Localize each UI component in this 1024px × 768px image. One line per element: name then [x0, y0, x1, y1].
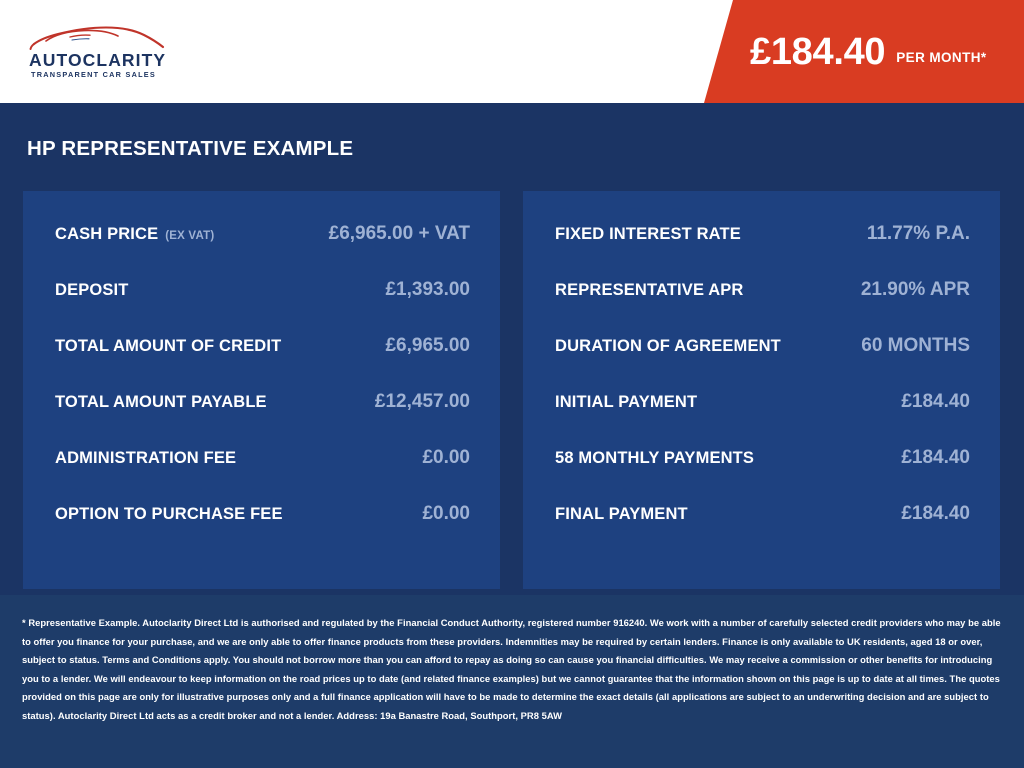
finance-row-label-group: 58 MONTHLY PAYMENTS: [555, 449, 754, 468]
finance-row-label-group: REPRESENTATIVE APR: [555, 281, 744, 300]
finance-row: TOTAL AMOUNT PAYABLE £12,457.00: [55, 391, 470, 447]
finance-row-value: £1,393.00: [385, 279, 470, 300]
finance-row-label-group: TOTAL AMOUNT OF CREDIT: [55, 337, 281, 356]
finance-row-label-group: INITIAL PAYMENT: [555, 393, 697, 412]
finance-row-label-group: OPTION TO PURCHASE FEE: [55, 505, 283, 524]
monthly-price-period: PER MONTH*: [896, 50, 987, 65]
page-title: HP REPRESENTATIVE EXAMPLE: [27, 137, 354, 160]
finance-row: INITIAL PAYMENT £184.40: [555, 391, 970, 447]
finance-row-label: CASH PRICE: [55, 225, 159, 243]
finance-row: OPTION TO PURCHASE FEE £0.00: [55, 503, 470, 559]
finance-row-label: FIXED INTEREST RATE: [555, 225, 741, 243]
finance-row-value: £184.40: [901, 503, 970, 524]
logo-title: AUTOCLARITY: [29, 50, 167, 70]
finance-row-label-group: FIXED INTEREST RATE: [555, 225, 741, 244]
finance-row: CASH PRICE (EX VAT) £6,965.00 + VAT: [55, 223, 470, 279]
finance-row: 58 MONTHLY PAYMENTS £184.40: [555, 447, 970, 503]
finance-row-note: (EX VAT): [165, 230, 215, 242]
finance-details-panels: CASH PRICE (EX VAT) £6,965.00 + VAT DEPOSIT…: [23, 191, 1001, 589]
finance-row: FIXED INTEREST RATE 11.77% P.A.: [555, 223, 970, 279]
monthly-price-banner: £184.40 PER MONTH*: [704, 0, 1024, 103]
main-content: HP REPRESENTATIVE EXAMPLE CASH PRICE (EX …: [0, 103, 1024, 595]
finance-row-label: ADMINISTRATION FEE: [55, 449, 237, 467]
finance-row-value: £6,965.00 + VAT: [328, 223, 470, 244]
finance-row-label: INITIAL PAYMENT: [555, 393, 698, 411]
finance-row-label: OPTION TO PURCHASE FEE: [55, 505, 283, 523]
finance-row-value: £0.00: [422, 447, 470, 468]
finance-row-label: REPRESENTATIVE APR: [555, 281, 744, 299]
disclaimer-text: * Representative Example. Autoclarity Di…: [22, 617, 1001, 721]
finance-row: DEPOSIT £1,393.00: [55, 279, 470, 335]
finance-row-label: FINAL PAYMENT: [555, 505, 688, 523]
finance-row-value: £12,457.00: [374, 391, 470, 412]
finance-row-value: £0.00: [422, 503, 470, 524]
finance-row-value: £184.40: [901, 447, 970, 468]
logo-subtitle: TRANSPARENT CAR SALES: [31, 70, 157, 79]
finance-row-value: 11.77% P.A.: [866, 223, 970, 244]
finance-row-label-group: DEPOSIT: [55, 281, 128, 300]
finance-row-value: 21.90% APR: [860, 279, 970, 300]
finance-row: FINAL PAYMENT £184.40: [555, 503, 970, 559]
finance-row: TOTAL AMOUNT OF CREDIT £6,965.00: [55, 335, 470, 391]
finance-row: ADMINISTRATION FEE £0.00: [55, 447, 470, 503]
finance-panel-right: FIXED INTEREST RATE 11.77% P.A. REPRESENTA…: [523, 191, 1000, 589]
finance-row: DURATION OF AGREEMENT 60 MONTHS: [555, 335, 970, 391]
finance-row-value: 60 MONTHS: [861, 335, 970, 356]
finance-row-value: £184.40: [901, 391, 970, 412]
finance-row: REPRESENTATIVE APR 21.90% APR: [555, 279, 970, 335]
finance-row-label-group: FINAL PAYMENT: [555, 505, 688, 524]
page-header: AUTOCLARITY TRANSPARENT CAR SALES £184.4…: [0, 0, 1024, 103]
footer-disclaimer: * Representative Example. Autoclarity Di…: [0, 595, 1024, 768]
monthly-price-amount: £184.40: [750, 30, 886, 73]
finance-row-label-group: CASH PRICE (EX VAT): [55, 225, 214, 244]
car-silhouette-icon: [29, 26, 165, 50]
finance-row-label-group: DURATION OF AGREEMENT: [555, 337, 781, 356]
finance-row-label-group: ADMINISTRATION FEE: [55, 449, 236, 468]
finance-row-label-group: TOTAL AMOUNT PAYABLE: [55, 393, 267, 412]
autoclarity-logo[interactable]: AUTOCLARITY TRANSPARENT CAR SALES: [24, 24, 174, 80]
finance-row-label: TOTAL AMOUNT OF CREDIT: [55, 337, 282, 355]
finance-panel-left: CASH PRICE (EX VAT) £6,965.00 + VAT DEPOSIT…: [23, 191, 500, 589]
finance-row-label: DEPOSIT: [55, 281, 129, 299]
finance-row-value: £6,965.00: [385, 335, 470, 356]
finance-row-label: TOTAL AMOUNT PAYABLE: [55, 393, 267, 411]
finance-row-label: DURATION OF AGREEMENT: [555, 337, 781, 355]
finance-row-label: 58 MONTHLY PAYMENTS: [555, 449, 755, 467]
